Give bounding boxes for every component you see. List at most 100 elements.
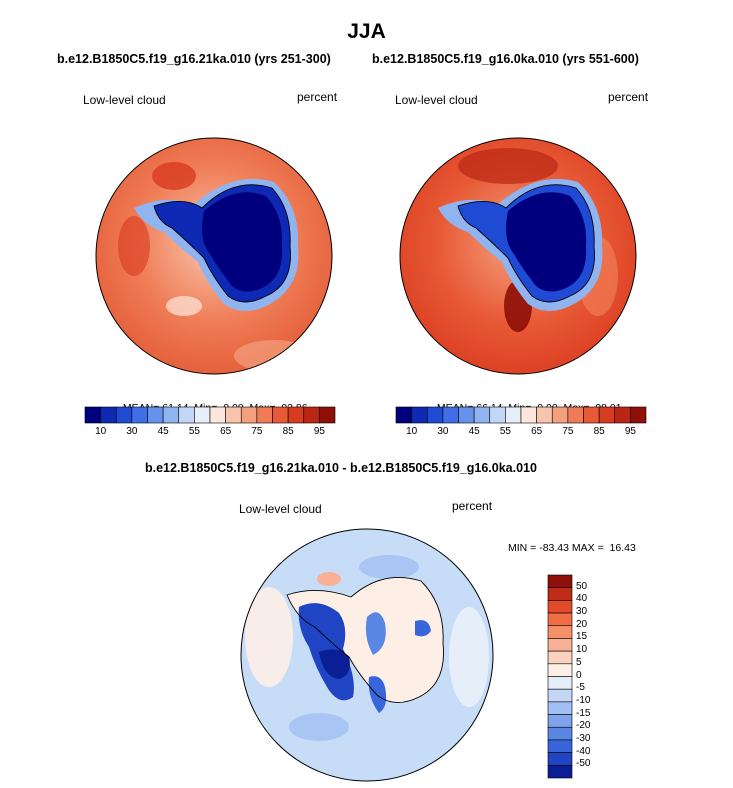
colorbar-tick-label: 40 <box>576 593 588 605</box>
colorbar-swatch <box>547 625 573 639</box>
colorbar-swatch <box>178 406 195 424</box>
colorbar-swatch <box>547 714 573 728</box>
right-map-coastline <box>457 184 595 303</box>
colorbar-swatch <box>547 739 573 753</box>
colorbar-swatch <box>194 406 211 424</box>
colorbar-tick-label: 30 <box>437 426 449 437</box>
colorbar-swatch <box>426 406 444 424</box>
colorbar-tick-label: 75 <box>562 426 574 437</box>
colorbar-swatch <box>547 600 573 614</box>
colorbar-tick-label: 30 <box>576 606 588 618</box>
colorbar-swatch <box>547 638 573 652</box>
colorbar-swatch <box>536 406 553 424</box>
diff-map-neutral-patch <box>449 607 489 707</box>
colorbar-tick-label: 20 <box>576 618 588 630</box>
colorbar-tick-label: -5 <box>576 682 585 694</box>
colorbar-swatch <box>395 406 412 424</box>
colorbar-tick-label: 75 <box>251 426 263 437</box>
page-title: JJA <box>347 20 386 43</box>
colorbar-tick-label: -40 <box>576 745 591 757</box>
colorbar-swatch <box>547 650 573 665</box>
colorbar-tick-label: 5 <box>576 656 582 668</box>
left-map-high-cloud-patch-2 <box>118 216 150 276</box>
colorbar-swatch <box>272 406 289 424</box>
colorbar-swatch <box>547 612 573 627</box>
colorbar-swatch <box>256 406 273 424</box>
colorbar-swatch <box>131 406 148 424</box>
colorbar-tick-label: 10 <box>406 426 418 437</box>
colorbar-tick-label: -30 <box>576 732 591 744</box>
left-map-ice-interior <box>202 192 283 292</box>
colorbar-swatch <box>442 406 459 424</box>
right-panel-units-label: percent <box>608 90 649 104</box>
colorbar-tick-label: 55 <box>499 426 511 437</box>
diff-map-positive-patch-2 <box>317 572 341 586</box>
diff-map-negative-patch-3 <box>365 612 386 655</box>
colorbar-swatch <box>147 406 164 424</box>
right-panel-subtitle: b.e12.B1850C5.f19_g16.0ka.010 (yrs 551-6… <box>372 52 639 66</box>
right-map-high-cloud-patch-1 <box>458 148 558 184</box>
colorbar-swatch <box>287 406 305 424</box>
colorbar-swatch <box>547 752 573 766</box>
colorbar-swatch <box>567 406 584 424</box>
right-panel-colorbar <box>395 406 647 424</box>
colorbar-swatch <box>505 406 522 424</box>
colorbar-swatch <box>547 663 573 677</box>
colorbar-swatch <box>411 406 428 424</box>
left-map-coastline <box>153 184 291 303</box>
difference-panel-min-max: MIN = -83.43 MAX = 16.43 <box>508 542 636 554</box>
colorbar-tick-label: 30 <box>126 426 138 437</box>
colorbar-swatch <box>520 406 537 424</box>
colorbar-swatch <box>598 406 616 424</box>
colorbar-tick-label: 0 <box>576 669 582 681</box>
difference-panel-variable-label: Low-level cloud <box>239 502 322 516</box>
right-map-ice-interior <box>506 192 587 292</box>
colorbar-swatch <box>547 701 573 715</box>
colorbar-swatch <box>630 406 647 424</box>
colorbar-tick-label: 50 <box>576 580 588 592</box>
left-map-low-cloud-patch <box>234 340 314 372</box>
right-panel-variable-label: Low-level cloud <box>395 93 478 107</box>
difference-colorbar-ticks: 50 40 30 20 15 10 5 0 -5 -10 -15 -20 -30 -40 -50 <box>576 575 616 778</box>
colorbar-tick-label: -50 <box>576 758 591 770</box>
colorbar-tick-label: 65 <box>220 426 232 437</box>
colorbar-swatch <box>303 406 320 424</box>
colorbar-swatch <box>209 406 226 424</box>
colorbar-tick-label: 65 <box>531 426 543 437</box>
colorbar-tick-label: 85 <box>593 426 605 437</box>
colorbar-swatch <box>489 406 506 424</box>
colorbar-tick-label: 85 <box>282 426 294 437</box>
colorbar-swatch <box>240 406 258 424</box>
diff-map-strongest-negative-core <box>319 649 350 679</box>
diff-map-negative-patch-1 <box>289 713 349 741</box>
left-panel-colorbar <box>84 406 336 424</box>
colorbar-swatch <box>162 406 180 424</box>
colorbar-swatch <box>100 406 117 424</box>
diff-map-negative-patch-4 <box>415 620 431 637</box>
left-panel-polar-map <box>95 137 333 375</box>
colorbar-tick-label: 45 <box>468 426 480 437</box>
colorbar-swatch <box>547 726 573 741</box>
colorbar-swatch <box>614 406 631 424</box>
colorbar-swatch <box>547 574 573 588</box>
left-map-high-cloud-patch-1 <box>152 162 196 190</box>
left-panel-units-label: percent <box>297 90 338 104</box>
diff-map-positive-patch-1 <box>245 587 293 687</box>
colorbar-swatch <box>547 587 573 601</box>
left-panel-variable-label: Low-level cloud <box>83 93 166 107</box>
diff-map-coastline <box>286 576 444 703</box>
left-map-border <box>95 137 333 375</box>
colorbar-swatch <box>84 406 101 424</box>
right-panel-polar-map <box>399 137 637 375</box>
left-colorbar-ticks: 10 30 45 55 65 75 85 95 <box>85 426 335 440</box>
difference-panel-subtitle: b.e12.B1850C5.f19_g16.21ka.010 - b.e12.B… <box>145 461 537 475</box>
colorbar-swatch <box>583 406 600 424</box>
colorbar-tick-label: 10 <box>95 426 107 437</box>
colorbar-tick-label: -20 <box>576 720 591 732</box>
colorbar-tick-label: 95 <box>313 426 325 437</box>
colorbar-tick-label: -10 <box>576 694 591 706</box>
right-colorbar-ticks: 10 30 45 55 65 75 85 95 <box>396 426 646 440</box>
right-map-border <box>399 137 637 375</box>
colorbar-swatch <box>547 765 573 779</box>
diff-map-negative-patch-5 <box>368 676 387 713</box>
